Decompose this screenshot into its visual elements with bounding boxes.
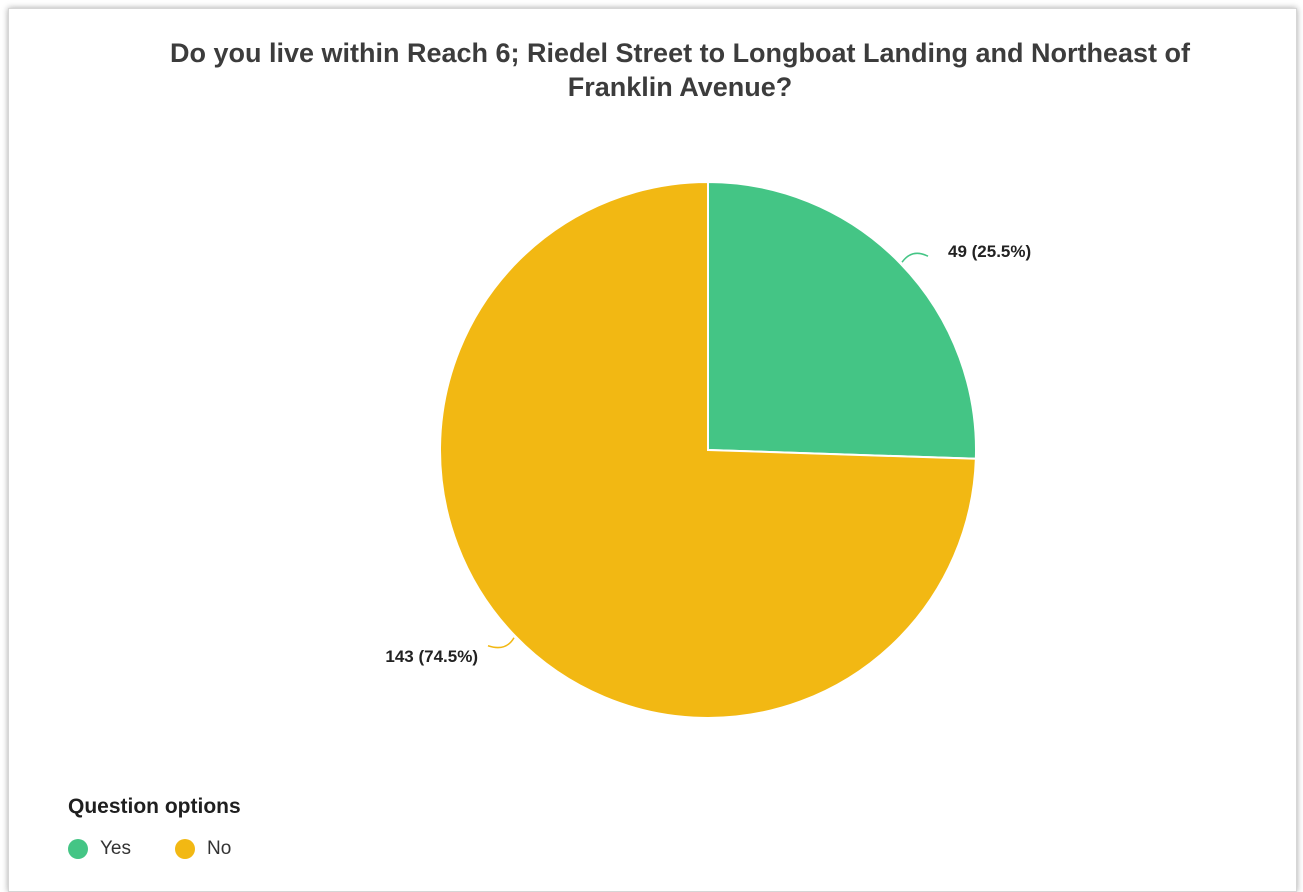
chart-title-line-1: Do you live within Reach 6; Riedel Stree… [169,38,1191,68]
legend-swatch-no [175,839,195,859]
legend-label-no: No [207,838,232,859]
legend-label-yes: Yes [100,838,131,859]
legend-item-no[interactable]: No [175,838,231,860]
chart-title-line-2: Franklin Avenue? [567,72,793,102]
legend-title: Question options [68,795,241,818]
pie-slice-no[interactable] [439,180,977,719]
pie-slice-yes[interactable] [707,180,977,460]
legend: Yes No [68,838,231,860]
data-label-yes: 49 (25.5%) [948,242,1031,261]
legend-item-yes[interactable]: Yes [68,838,131,860]
legend-swatch-yes [68,839,88,859]
chart-title: Do you live within Reach 6; Riedel Stree… [60,36,1300,104]
leader-line-yes [901,252,929,263]
leader-line-no [487,637,515,649]
data-label-no: 143 (74.5%) [385,647,478,666]
